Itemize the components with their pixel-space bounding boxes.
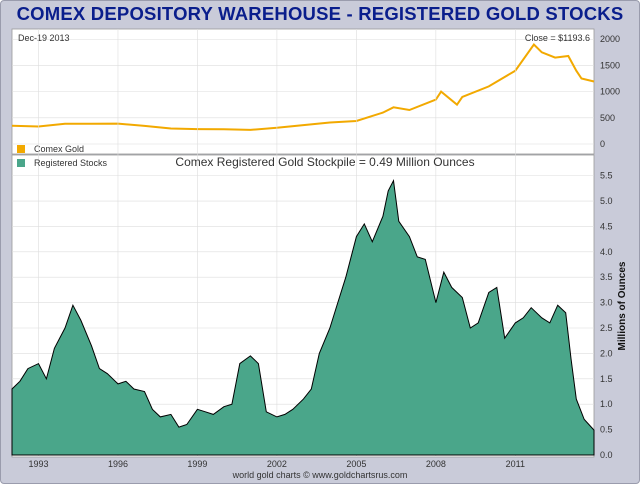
- x-tick-label: 1993: [28, 459, 48, 469]
- x-tick-label: 2008: [426, 459, 446, 469]
- stocks-legend-label: Registered Stocks: [34, 158, 108, 168]
- gold-y-tick: 500: [600, 113, 615, 123]
- gold-y-tick: 1500: [600, 60, 620, 70]
- x-tick-label: 2005: [346, 459, 366, 469]
- stocks-y-tick: 4.0: [600, 247, 613, 257]
- stocks-y-tick: 4.5: [600, 221, 613, 231]
- stocks-y-tick: 0.0: [600, 450, 613, 460]
- x-tick-label: 2002: [267, 459, 287, 469]
- date-label: Dec-19 2013: [18, 33, 70, 43]
- stocks-y-tick: 3.5: [600, 272, 613, 282]
- y-axis-label: Millions of Ounces: [617, 261, 628, 350]
- chart-title: COMEX DEPOSITORY WAREHOUSE - REGISTERED …: [16, 3, 624, 24]
- stocks-y-tick: 5.0: [600, 196, 613, 206]
- gold-grid: [12, 38, 594, 145]
- stocks-y-ticks: 0.0 0.5 1.0 1.5 2.0 2.5 3.0 3.5 4.0 4.5 5.0 5.5: [600, 171, 613, 460]
- x-tick-label: 1996: [108, 459, 128, 469]
- gold-y-tick: 2000: [600, 34, 620, 44]
- gold-y-tick: 1000: [600, 87, 620, 97]
- stocks-y-tick: 0.5: [600, 425, 613, 435]
- stocks-y-tick: 1.5: [600, 374, 613, 384]
- registered-stocks-area: [11, 179, 595, 456]
- x-tick-label: 2011: [506, 459, 525, 469]
- stocks-y-tick: 1.0: [600, 399, 613, 409]
- gold-legend-label: Comex Gold: [34, 144, 84, 154]
- footer-credit: world gold charts © www.goldchartsrus.co…: [232, 470, 408, 480]
- x-tick-label: 1999: [187, 459, 207, 469]
- close-price-label: Close = $1193.6: [525, 33, 590, 43]
- stocks-y-tick: 5.5: [600, 171, 613, 181]
- stocks-legend-swatch: [17, 159, 25, 167]
- stocks-y-tick: 2.0: [600, 348, 613, 358]
- gold-price-line: [11, 42, 595, 131]
- stockpile-annotation: Comex Registered Gold Stockpile = 0.49 M…: [175, 155, 474, 169]
- gold-legend-swatch: [17, 145, 25, 153]
- gold-y-ticks: 0 500 1000 1500 2000: [600, 34, 620, 149]
- stocks-y-tick: 2.5: [600, 323, 613, 333]
- x-axis-ticks: 1993 1996 1999 2002 2005 2008 2011: [28, 459, 525, 469]
- gold-y-tick: 0: [600, 139, 605, 149]
- stocks-y-tick: 3.0: [600, 298, 613, 308]
